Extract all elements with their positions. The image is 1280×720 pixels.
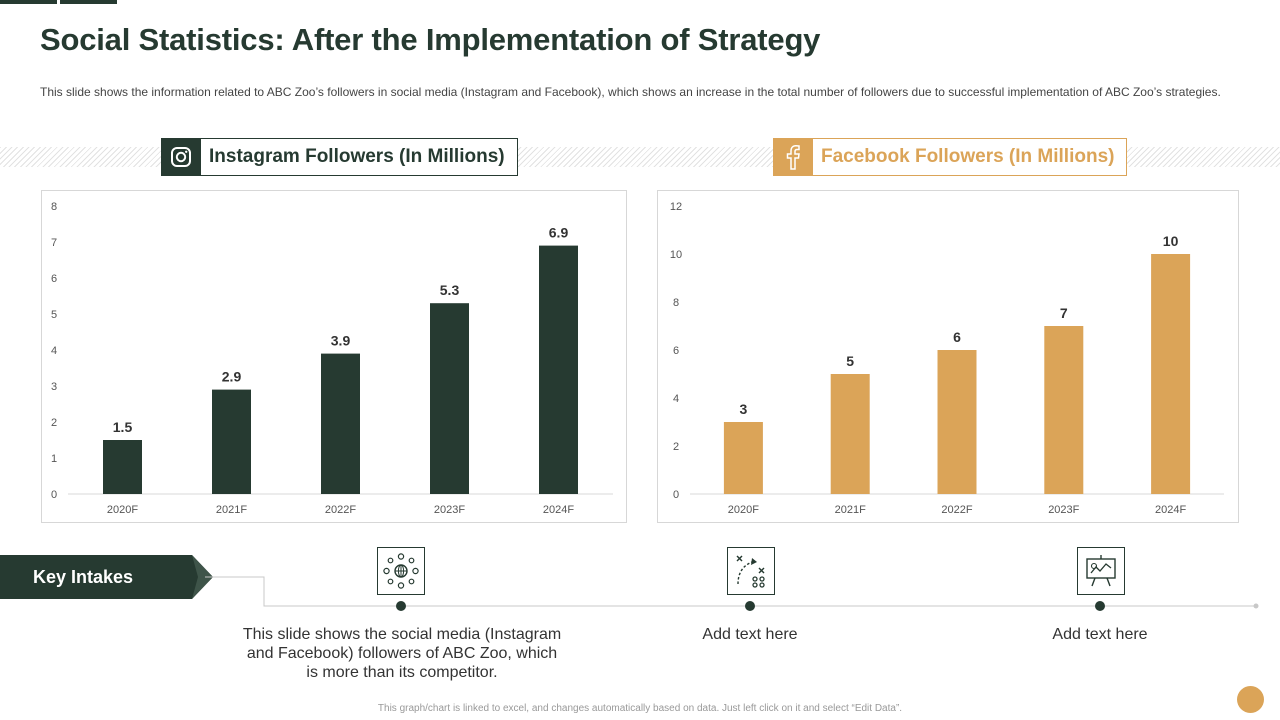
y-tick-label: 4 <box>51 345 57 357</box>
bar-value-label: 2.9 <box>222 369 242 385</box>
y-tick-label: 2 <box>673 441 679 453</box>
x-category-label: 2024F <box>1155 504 1186 516</box>
y-tick-label: 4 <box>673 393 679 405</box>
y-tick-label: 3 <box>51 381 57 393</box>
instagram-bar-chart: 0 1 2 3 4 5 6 7 8 1.5 2020F 2.9 2021F 3.9 2022F 5.3 2023… <box>51 201 613 516</box>
facebook-header-label: Facebook Followers (In Millions) <box>813 138 1128 176</box>
y-tick-label: 5 <box>51 309 57 321</box>
bar-2022F <box>937 350 977 494</box>
x-category-label: 2024F <box>543 504 574 516</box>
bar-2021F <box>830 374 870 494</box>
timeline-dot-3 <box>1095 601 1105 611</box>
slide-title: Social Statistics: After the Implementat… <box>40 22 821 57</box>
x-category-label: 2022F <box>325 504 356 516</box>
instagram-header-label: Instagram Followers (In Millions) <box>201 138 518 176</box>
bar-2024F <box>539 245 578 494</box>
bar-2022F <box>321 353 360 494</box>
key-intake-text-2: Add text here <box>702 626 798 643</box>
bar-value-label: 6.9 <box>549 225 569 241</box>
y-tick-label: 0 <box>673 489 679 501</box>
facebook-header: Facebook Followers (In Millions) <box>773 138 1128 176</box>
y-tick-label: 6 <box>51 273 57 285</box>
y-tick-label: 12 <box>670 201 682 213</box>
bar-value-label: 5 <box>846 353 854 369</box>
y-tick-label: 10 <box>670 249 682 261</box>
presentation-board-icon <box>1077 547 1125 595</box>
x-category-label: 2020F <box>728 504 759 516</box>
instagram-chart-panel: 0 1 2 3 4 5 6 7 8 1.5 2020F 2.9 2021F 3.9 2022F 5.3 2023… <box>41 190 627 523</box>
y-tick-label: 8 <box>51 201 57 213</box>
bar-value-label: 6 <box>953 329 961 345</box>
bar-2023F <box>430 303 469 494</box>
top-tab-accent-1 <box>0 0 57 4</box>
bar-2021F <box>212 389 251 494</box>
bar-value-label: 3 <box>740 401 748 417</box>
strategy-play-icon <box>727 547 775 595</box>
x-category-label: 2022F <box>941 504 972 516</box>
bar-value-label: 10 <box>1163 233 1179 249</box>
key-intake-text-1: This slide shows the social media (Insta… <box>242 626 562 681</box>
timeline-dot-2 <box>745 601 755 611</box>
slide-description: This slide shows the information related… <box>40 85 1221 99</box>
instagram-icon <box>161 138 201 176</box>
instagram-header: Instagram Followers (In Millions) <box>161 138 518 176</box>
x-category-label: 2023F <box>434 504 465 516</box>
bar-value-label: 7 <box>1060 305 1068 321</box>
bar-2024F <box>1151 254 1191 494</box>
y-tick-label: 7 <box>51 237 57 249</box>
x-category-label: 2020F <box>107 504 138 516</box>
bar-value-label: 5.3 <box>440 282 460 298</box>
footer-note: This graph/chart is linked to excel, and… <box>377 703 903 714</box>
bar-value-label: 3.9 <box>331 333 351 349</box>
facebook-chart-panel: 0 2 4 6 8 10 12 3 2020F 5 2021F 6 2022F 7 2023F 10 2024F <box>657 190 1239 523</box>
y-tick-label: 8 <box>673 297 679 309</box>
key-intakes-label: Key Intakes <box>33 567 134 587</box>
bar-2020F <box>103 440 142 494</box>
y-tick-label: 0 <box>51 489 57 501</box>
x-category-label: 2023F <box>1048 504 1079 516</box>
bar-value-label: 1.5 <box>113 419 133 435</box>
top-tab-accent-2 <box>60 0 117 4</box>
x-category-label: 2021F <box>216 504 247 516</box>
key-intakes-banner <box>0 555 213 599</box>
timeline-dot-1 <box>396 601 406 611</box>
key-intake-text-3: Add text here <box>1052 626 1148 643</box>
y-tick-label: 1 <box>51 453 57 465</box>
facebook-icon <box>773 138 813 176</box>
bar-2020F <box>723 422 763 494</box>
corner-accent-circle <box>1237 686 1264 713</box>
x-category-label: 2021F <box>835 504 866 516</box>
y-tick-label: 6 <box>673 345 679 357</box>
social-network-globe-icon <box>377 547 425 595</box>
y-tick-label: 2 <box>51 417 57 429</box>
bar-2023F <box>1044 326 1084 494</box>
facebook-bar-chart: 0 2 4 6 8 10 12 3 2020F 5 2021F 6 2022F 7 2023F 10 2024F <box>670 201 1224 516</box>
